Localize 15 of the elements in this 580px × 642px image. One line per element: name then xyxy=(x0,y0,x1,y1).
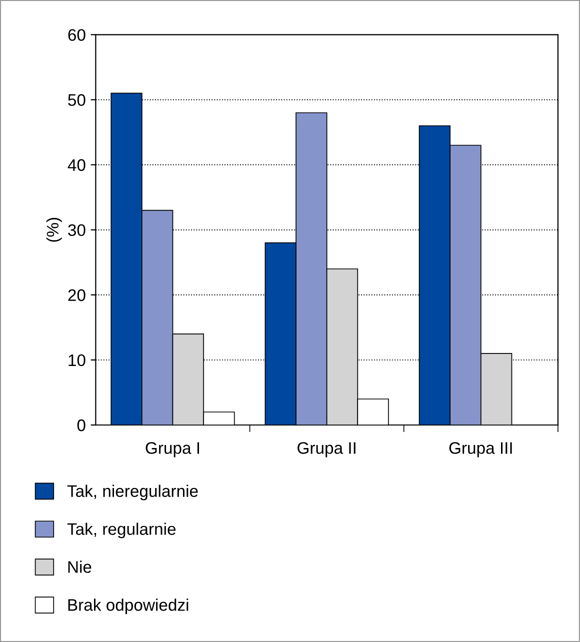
x-tick-label: Grupa I xyxy=(146,442,199,458)
y-tick-label: 10 xyxy=(68,354,86,366)
legend-label: Tak, nieregularnie xyxy=(67,484,198,500)
legend-label: Brak odpowiedzi xyxy=(68,598,188,614)
y-tick-label: 40 xyxy=(68,159,86,171)
x-tick-label: Grupa II xyxy=(298,442,356,458)
legend-label: Nie xyxy=(68,560,92,573)
x-tick-label: Grupa III xyxy=(449,442,512,458)
y-tick-label: 0 xyxy=(77,419,86,432)
y-axis-title: (%) xyxy=(46,218,62,242)
y-tick-label: 30 xyxy=(68,224,86,236)
y-tick-label: 50 xyxy=(68,94,86,106)
y-tick-label: 60 xyxy=(68,29,86,41)
y-tick-label: 20 xyxy=(68,289,86,302)
legend-label: Tak, regularnie xyxy=(67,522,176,538)
